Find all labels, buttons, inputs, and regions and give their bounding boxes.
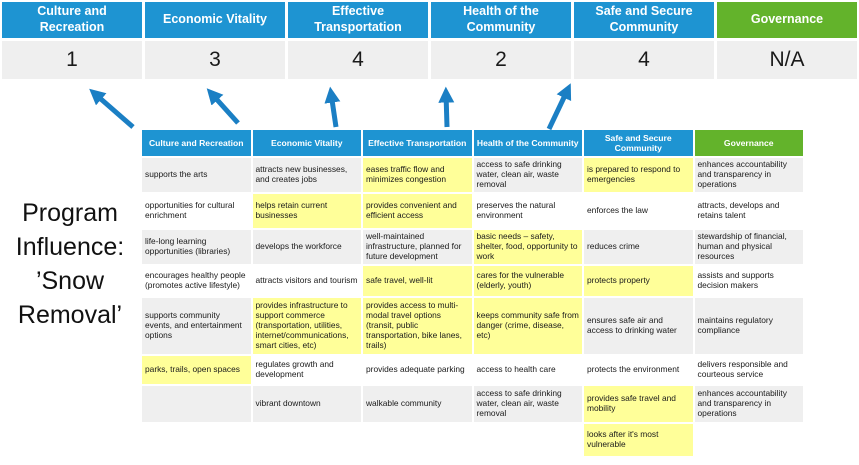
matrix-cell: reduces crime: [584, 230, 693, 264]
matrix-cell: life-long learning opportunities (librar…: [142, 230, 251, 264]
matrix-cell: preserves the natural environment: [473, 194, 582, 228]
program-label-line: Program: [22, 199, 118, 227]
matrix-cell: stewardship of financial, human and phys…: [694, 230, 803, 264]
matrix-header-economic-vitality: Economic Vitality: [252, 130, 361, 156]
matrix-row: supports community events, and entertain…: [142, 298, 803, 354]
matrix-cell: protects the environment: [584, 356, 693, 384]
scoreboard-header-health-of-the-community: Health of the Community: [431, 2, 571, 38]
matrix-row: life-long learning opportunities (librar…: [142, 230, 803, 264]
matrix-header-row: Culture and Recreation Economic Vitality E…: [142, 130, 803, 156]
matrix-header-governance: Governance: [694, 130, 803, 156]
matrix-cell: regulates growth and development: [252, 356, 361, 384]
matrix-cell: supports community events, and entertain…: [142, 298, 251, 354]
matrix-header-culture-and-recreation: Culture and Recreation: [142, 130, 251, 156]
matrix-cell: opportunities for cultural enrichment: [142, 194, 251, 228]
matrix-cell: attracts visitors and tourism: [252, 266, 361, 296]
matrix-cell: assists and supports decision makers: [694, 266, 803, 296]
matrix-cell: provides access to multi-modal travel op…: [363, 298, 472, 354]
matrix-cell: provides safe travel and mobility: [584, 386, 693, 422]
matrix-cell: [363, 424, 472, 456]
matrix-header-health-of-the-community: Health of the Community: [473, 130, 582, 156]
matrix-cell: vibrant downtown: [252, 386, 361, 422]
matrix-row: supports the arts attracts new businesses…: [142, 158, 803, 192]
matrix-cell: enhances accountability and transparency…: [694, 158, 803, 192]
matrix-cell: cares for the vulnerable (elderly, youth…: [473, 266, 582, 296]
matrix-cell: looks after it's most vulnerable: [584, 424, 693, 456]
scoreboard-header-safe-and-secure-community: Safe and Secure Community: [574, 2, 714, 38]
scoreboard-score-culture-and-recreation: 1: [2, 41, 142, 79]
mapping-arrows: [89, 83, 572, 131]
matrix-row: vibrant downtown walkable community access…: [142, 386, 803, 422]
matrix-cell: basic needs – safety, shelter, food, opp…: [473, 230, 582, 264]
matrix-cell: attracts new businesses, and creates job…: [252, 158, 361, 192]
matrix-cell: provides adequate parking: [363, 356, 472, 384]
matrix-cell: encourages healthy people (promotes acti…: [142, 266, 251, 296]
matrix-row: encourages healthy people (promotes acti…: [142, 266, 803, 296]
up-left-arrow-icon: [206, 88, 240, 125]
matrix-row: opportunities for cultural enrichment hel…: [142, 194, 803, 228]
matrix-cell: walkable community: [363, 386, 472, 422]
matrix-cell: eases traffic flow and minimizes congest…: [363, 158, 472, 192]
matrix-cell: [473, 424, 582, 456]
up-right-arrow-icon: [546, 83, 572, 131]
matrix-cell: enhances accountability and transparency…: [694, 386, 803, 422]
matrix-cell: [252, 424, 361, 456]
matrix-cell: keeps community safe from danger (crime,…: [473, 298, 582, 354]
scoreboard-header-effective-transportation: Effective Transportation: [288, 2, 428, 38]
matrix-cell: [694, 424, 803, 456]
matrix-header-effective-transportation: Effective Transportation: [363, 130, 472, 156]
scoreboard-score-safe-and-secure-community: 4: [574, 41, 714, 79]
up-left-arrow-icon: [89, 88, 135, 129]
matrix-row: looks after it's most vulnerable: [142, 424, 803, 456]
scoreboard-score-economic-vitality: 3: [145, 41, 285, 79]
matrix-cell: provides infrastructure to support comme…: [252, 298, 361, 354]
matrix-cell: provides convenient and efficient access: [363, 194, 472, 228]
matrix-cell: attracts, develops and retains talent: [694, 194, 803, 228]
program-label-line: ’Snow: [35, 267, 105, 295]
scoreboard-header-culture-and-recreation: Culture and Recreation: [2, 2, 142, 38]
scoreboard-header-economic-vitality: Economic Vitality: [145, 2, 285, 38]
program-label-line: Influence:: [15, 233, 125, 261]
scoreboard-score-governance: N/A: [717, 41, 857, 79]
matrix-cell: helps retain current businesses: [252, 194, 361, 228]
matrix-cell: enforces the law: [584, 194, 693, 228]
matrix-cell: ensures safe air and access to drinking …: [584, 298, 693, 354]
matrix-cell: access to safe drinking water, clean air…: [473, 386, 582, 422]
program-influence-label: Program Influence: ’Snow Removal’: [0, 196, 140, 332]
matrix-cell: safe travel, well-lit: [363, 266, 472, 296]
matrix-cell: [142, 386, 251, 422]
matrix-cell: protects property: [584, 266, 693, 296]
matrix-row: parks, trails, open spaces regulates grow…: [142, 356, 803, 384]
program-influence-matrix: Culture and Recreation Economic Vitality E…: [140, 128, 805, 458]
matrix-cell: parks, trails, open spaces: [142, 356, 251, 384]
matrix-cell: develops the workforce: [252, 230, 361, 264]
matrix-cell: access to safe drinking water, clean air…: [473, 158, 582, 192]
scoreboard-score-effective-transportation: 4: [288, 41, 428, 79]
matrix-cell: [142, 424, 251, 456]
matrix-cell: is prepared to respond to emergencies: [584, 158, 693, 192]
scoreboard: Culture and Recreation Economic Vitality E…: [2, 2, 857, 79]
matrix-header-safe-and-secure-community: Safe and Secure Community: [584, 130, 693, 156]
matrix-cell: maintains regulatory compliance: [694, 298, 803, 354]
scoreboard-header-governance: Governance: [717, 2, 857, 38]
program-label-line: Removal’: [17, 301, 123, 329]
matrix-cell: well-maintained infrastructure, planned …: [363, 230, 472, 264]
matrix-cell: access to health care: [473, 356, 582, 384]
scoreboard-score-health-of-the-community: 2: [431, 41, 571, 79]
up-arrow-icon: [438, 86, 455, 128]
up-arrow-icon: [324, 86, 341, 128]
matrix-cell: supports the arts: [142, 158, 251, 192]
matrix-cell: delivers responsible and courteous servi…: [694, 356, 803, 384]
